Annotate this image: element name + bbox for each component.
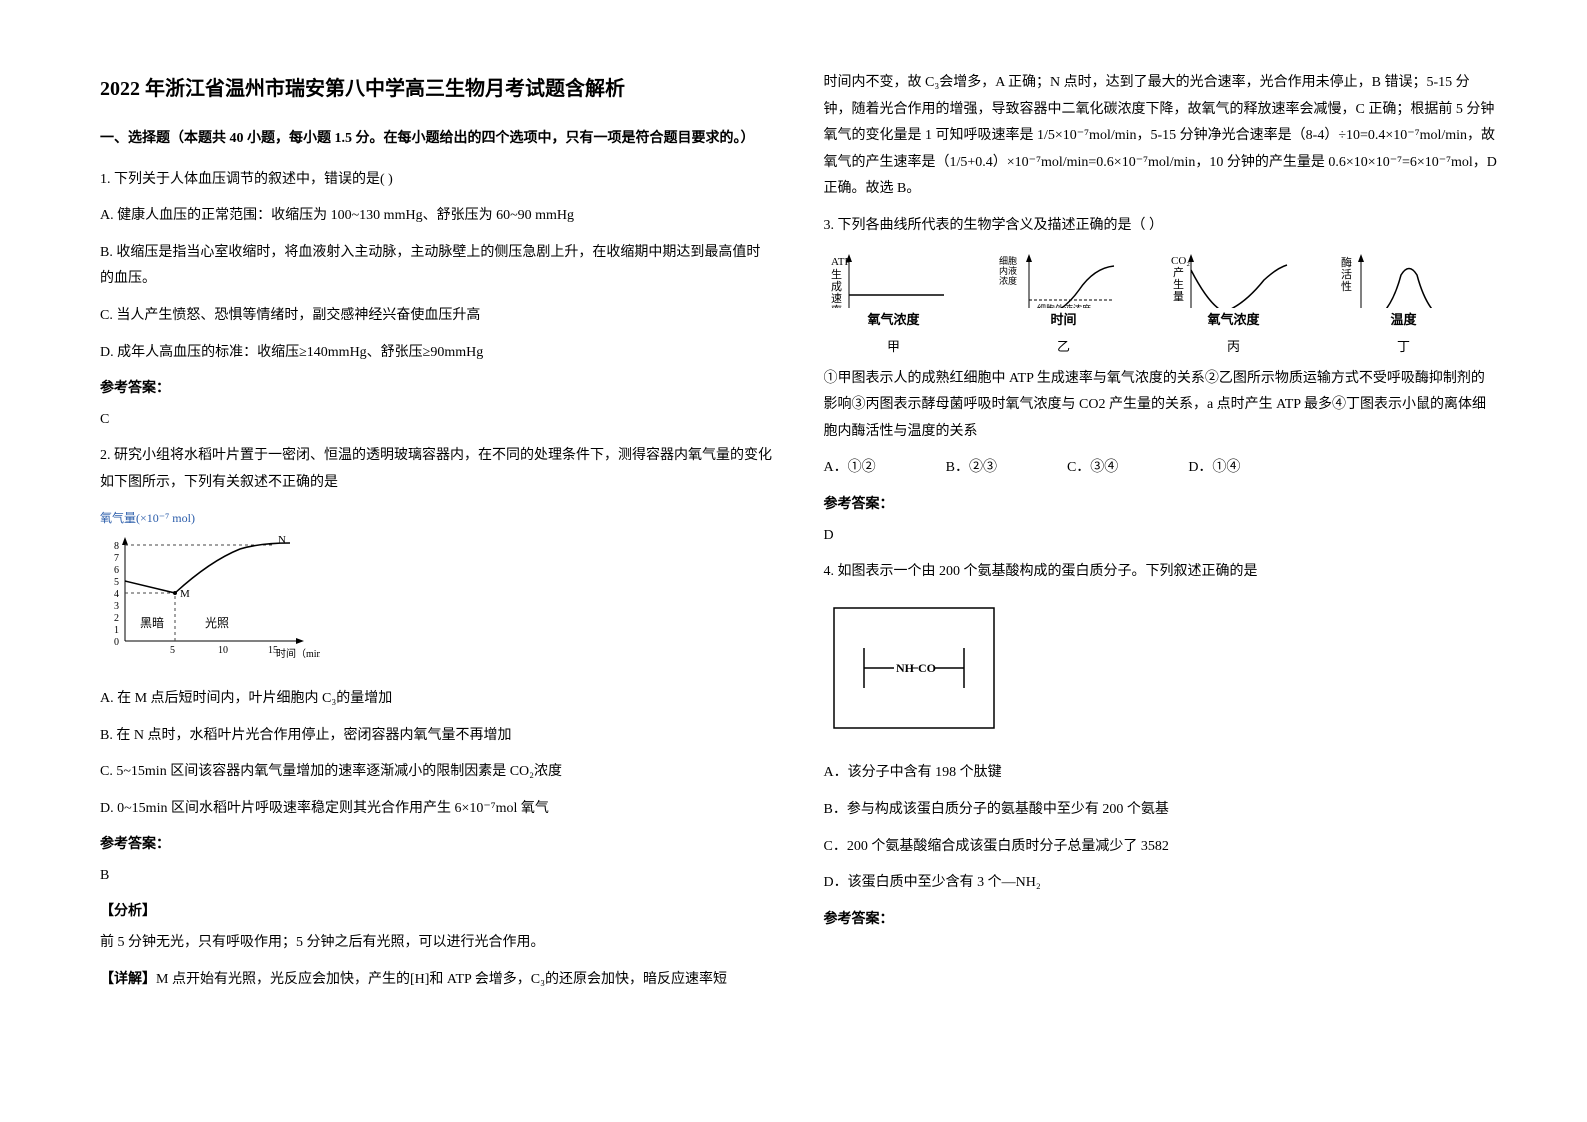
svg-text:1: 1 (114, 625, 119, 636)
page-title: 2022 年浙江省温州市瑞安第八中学高三生物月考试题含解析 (100, 70, 774, 108)
svg-text:3: 3 (114, 601, 119, 612)
q1-optB: B. 收缩压是指当心室收缩时，将血液射入主动脉，主动脉壁上的侧压急剧上升，在收缩… (100, 240, 774, 293)
left-column: 2022 年浙江省温州市瑞安第八中学高三生物月考试题含解析 一、选择题（本题共 … (100, 70, 774, 1082)
q4-diagram: NH CO (824, 598, 1498, 749)
q3-answer-label: 参考答案： (824, 492, 1498, 519)
q2-optD: D. 0~15min 区间水稻叶片呼吸速率稳定则其光合作用产生 6×10⁻⁷mo… (100, 796, 774, 823)
q1-stem: 1. 下列关于人体血压调节的叙述中，错误的是( ) (100, 167, 774, 194)
svg-text:2: 2 (114, 613, 119, 624)
q2-light-label: 光照 (205, 616, 229, 630)
q4-optC: C．200 个氨基酸缩合成该蛋白质时分子总量减少了 3582 (824, 834, 1498, 861)
svg-text:5: 5 (170, 645, 175, 656)
q3-yi-caption: 乙 (1057, 335, 1070, 360)
svg-text:内液: 内液 (999, 265, 1017, 276)
svg-text:5: 5 (114, 577, 119, 588)
q2-stem: 2. 研究小组将水稻叶片置于一密闭、恒温的透明玻璃容器内，在不同的处理条件下，测… (100, 443, 774, 496)
svg-text:产: 产 (1173, 265, 1184, 279)
svg-text:浓度: 浓度 (999, 275, 1017, 286)
q2-detail2: 时间内不变，故 C₃会增多，A 正确；N 点时，达到了最大的光合速率，光合作用未… (824, 70, 1498, 203)
q3-options: A．①② B．②③ C．③④ D．①④ (824, 455, 1498, 482)
q3-optB: B．②③ (946, 455, 997, 482)
svg-text:N: N (278, 534, 286, 546)
svg-text:10: 10 (218, 645, 228, 656)
q1-optD: D. 成年人高血压的标准：收缩压≥140mmHg、舒张压≥90mmHg (100, 340, 774, 367)
svg-text:8: 8 (114, 541, 119, 552)
svg-text:成: 成 (831, 280, 842, 293)
q2-detail-label: 【详解】 (100, 972, 156, 987)
q4-optA: A．该分子中含有 198 个肽键 (824, 760, 1498, 787)
q3-chart-jia: ATP 生 成 速 率 氧气浓度 甲 (824, 250, 964, 360)
svg-text:细胞: 细胞 (999, 255, 1017, 266)
q2-optB: B. 在 N 点时，水稻叶片光合作用停止，密闭容器内氧气量不再增加 (100, 723, 774, 750)
q2-analysis: 前 5 分钟无光，只有呼吸作用；5 分钟之后有光照，可以进行光合作用。 (100, 930, 774, 957)
q1-optC: C. 当人产生愤怒、恐惧等情绪时，副交感神经兴奋使血压升高 (100, 303, 774, 330)
q1-answer-label: 参考答案： (100, 376, 774, 403)
q3-answer: D (824, 523, 1498, 550)
q3-optC: C．③④ (1067, 455, 1118, 482)
q3-charts: ATP 生 成 速 率 氧气浓度 甲 细胞 内液 浓度 细胞外液浓度 (824, 250, 1498, 360)
q3-stem: 3. 下列各曲线所代表的生物学含义及描述正确的是（ ） (824, 213, 1498, 240)
q2-detail1-text: M 点开始有光照，光反应会加快，产生的[H]和 ATP 会增多，C₃的还原会加快… (156, 972, 727, 987)
svg-text:6: 6 (114, 565, 119, 576)
svg-text:7: 7 (114, 553, 119, 564)
svg-text:CO: CO (918, 661, 936, 675)
svg-text:生: 生 (1173, 277, 1184, 291)
q3-ding-xlabel: 温度 (1390, 308, 1416, 333)
svg-text:ATP: ATP (831, 256, 851, 268)
q3-ding-caption: 丁 (1397, 335, 1410, 360)
q3-jia-caption: 甲 (887, 335, 900, 360)
q1-optA: A. 健康人血压的正常范围：收缩压为 100~130 mmHg、舒张压为 60~… (100, 203, 774, 230)
q1-answer: C (100, 407, 774, 434)
svg-text:活: 活 (1341, 268, 1352, 281)
q2-optC: C. 5~15min 区间该容器内氧气量增加的速率逐渐减小的限制因素是 CO₂浓… (100, 759, 774, 786)
q3-jia-xlabel: 氧气浓度 (867, 308, 919, 333)
q3-bing-xlabel: 氧气浓度 (1207, 308, 1259, 333)
q3-bing-caption: 丙 (1227, 335, 1240, 360)
q2-dark-label: 黑暗 (140, 615, 164, 630)
q3-optA: A．①② (824, 455, 876, 482)
q4-optD: D．该蛋白质中至少含有 3 个—NH₂ (824, 870, 1498, 897)
svg-text:NH: NH (896, 661, 915, 675)
right-column: 时间内不变，故 C₃会增多，A 正确；N 点时，达到了最大的光合速率，光合作用未… (824, 70, 1498, 1082)
q3-yi-xlabel: 时间 (1050, 308, 1076, 333)
q3-chart-yi: 细胞 内液 浓度 细胞外液浓度 时间 乙 (994, 250, 1134, 360)
svg-text:4: 4 (114, 589, 119, 600)
q4-optB: B．参与构成该蛋白质分子的氨基酸中至少有 200 个氨基 (824, 797, 1498, 824)
svg-text:CO₂: CO₂ (1171, 255, 1190, 267)
q2-chart: 氧气量(×10⁻⁷ mol) 0 1 2 3 4 5 6 7 8 5 10 (100, 507, 774, 672)
q3-optD: D．①④ (1188, 455, 1240, 482)
q2-detail1: 【详解】M 点开始有光照，光反应会加快，产生的[H]和 ATP 会增多，C₃的还… (100, 967, 774, 994)
q3-chart-bing: a CO₂ 产 生 量 氧气浓度 丙 (1164, 250, 1304, 360)
q2-xlabel: 时间（min） (276, 647, 320, 660)
q2-chart-svg: 0 1 2 3 4 5 6 7 8 5 10 15 (100, 531, 320, 661)
q2-answer-label: 参考答案： (100, 832, 774, 859)
svg-text:酶: 酶 (1341, 256, 1352, 269)
q2-optA: A. 在 M 点后短时间内，叶片细胞内 C₃的量增加 (100, 686, 774, 713)
q2-chart-ylabel: 氧气量(×10⁻⁷ mol) (100, 507, 774, 530)
svg-text:性: 性 (1341, 279, 1352, 293)
q2-analysis-label: 【分析】 (100, 899, 774, 926)
svg-text:生: 生 (831, 267, 842, 281)
q3-chart-ding: 酶 活 性 温度 丁 (1334, 250, 1474, 360)
svg-text:M: M (180, 588, 190, 600)
svg-text:0: 0 (114, 637, 119, 648)
svg-text:量: 量 (1173, 290, 1184, 303)
q4-stem: 4. 如图表示一个由 200 个氨基酸构成的蛋白质分子。下列叙述正确的是 (824, 559, 1498, 586)
q2-answer: B (100, 863, 774, 890)
section-heading: 一、选择题（本题共 40 小题，每小题 1.5 分。在每小题给出的四个选项中，只… (100, 126, 774, 153)
q3-desc: ①甲图表示人的成熟红细胞中 ATP 生成速率与氧气浓度的关系②乙图所示物质运输方… (824, 366, 1498, 446)
svg-text:速: 速 (831, 292, 842, 305)
q4-answer-label: 参考答案： (824, 907, 1498, 934)
